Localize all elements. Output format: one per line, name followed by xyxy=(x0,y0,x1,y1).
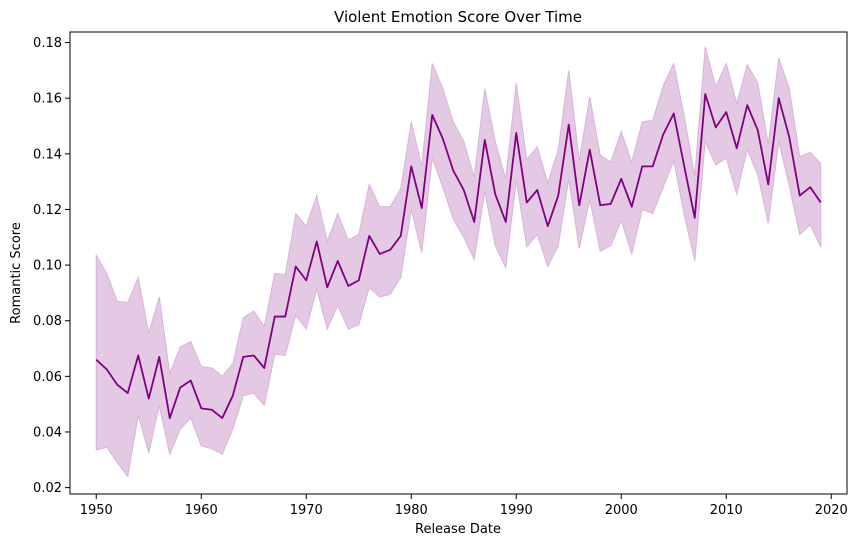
y-tick-label: 0.06 xyxy=(33,370,62,385)
x-tick-label: 1960 xyxy=(185,503,218,518)
x-tick-label: 1980 xyxy=(395,503,428,518)
x-tick-label: 1950 xyxy=(80,503,113,518)
y-tick-label: 0.08 xyxy=(33,314,62,329)
axes-frame xyxy=(69,31,848,495)
series-line xyxy=(95,93,822,419)
y-axis-ticks: 0.02 0.04 0.06 0.08 0.10 0.12 0.14 0.16 0.18 xyxy=(33,36,70,496)
chart-title: Violent Emotion Score Over Time xyxy=(334,8,582,26)
x-tick-label: 1970 xyxy=(290,503,323,518)
x-tick-label: 2020 xyxy=(815,503,848,518)
x-tick-label: 2010 xyxy=(710,503,743,518)
y-tick-label: 0.16 xyxy=(33,92,62,107)
y-tick-label: 0.10 xyxy=(33,259,62,274)
y-tick-label: 0.02 xyxy=(33,481,62,496)
y-tick-label: 0.14 xyxy=(33,147,62,162)
y-tick-label: 0.04 xyxy=(33,425,62,440)
y-tick-label: 0.12 xyxy=(33,203,62,218)
x-axis-label: Release Date xyxy=(415,522,501,537)
confidence-band xyxy=(95,46,822,478)
y-tick-label: 0.18 xyxy=(33,36,62,51)
x-tick-label: 2000 xyxy=(605,503,638,518)
plot-area xyxy=(95,46,822,478)
x-tick-label: 1990 xyxy=(500,503,533,518)
y-axis-label: Romantic Score xyxy=(9,222,24,324)
x-axis-ticks: 1950 1960 1970 1980 1990 2000 2010 2020 xyxy=(80,494,848,518)
